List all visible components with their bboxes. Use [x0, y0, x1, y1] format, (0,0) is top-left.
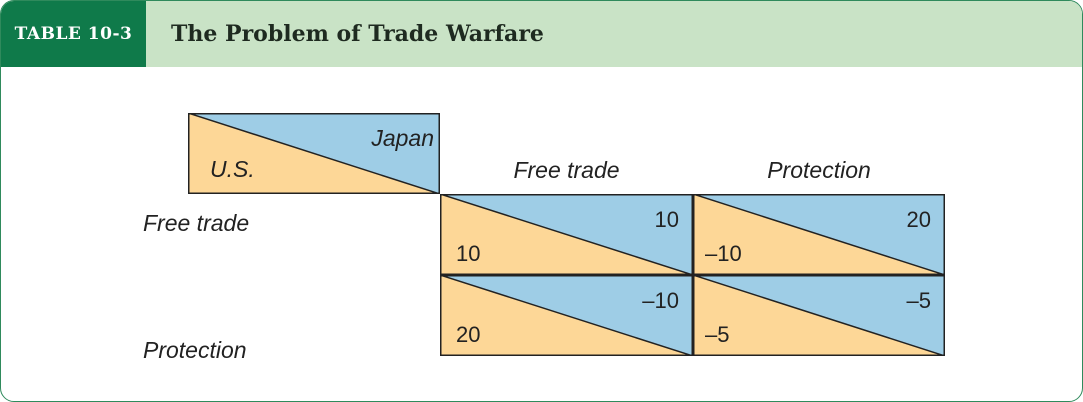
payoff-cell-shading	[693, 275, 945, 356]
payoff-cell-free-free: 10 10	[440, 194, 693, 275]
japan-payoff: –10	[642, 288, 679, 313]
us-payoff: 20	[456, 322, 481, 347]
japan-payoff: 10	[654, 207, 679, 232]
col-header-protection: Protection	[767, 157, 871, 183]
japan-payoff: 20	[906, 207, 931, 232]
payoff-cell-protection-protection: –5 –5	[693, 275, 945, 356]
payoff-cell-free-protection: 20 –10	[693, 194, 945, 275]
payoff-cell-shading	[440, 194, 693, 275]
corner-col-player: Japan	[371, 125, 434, 151]
payoff-cell-protection-free: –10 20	[440, 275, 693, 356]
table-number-tag: TABLE 10-3	[1, 1, 146, 67]
corner-cell-shading	[188, 113, 440, 194]
us-payoff: –10	[705, 241, 742, 266]
us-payoff: –5	[705, 322, 730, 347]
corner-row-player: U.S.	[210, 156, 255, 182]
row-header-protection: Protection	[143, 337, 247, 363]
japan-payoff: –5	[906, 288, 931, 313]
col-header-free-trade: Free trade	[513, 157, 620, 183]
table-header: TABLE 10-3 The Problem of Trade Warfare	[1, 1, 1082, 67]
row-header-free-trade: Free trade	[143, 210, 250, 236]
payoff-cell-shading	[440, 275, 693, 356]
us-payoff: 10	[456, 241, 481, 266]
corner-cell: Japan U.S.	[188, 113, 440, 194]
table-title: The Problem of Trade Warfare	[171, 21, 544, 47]
payoff-cell-shading	[693, 194, 945, 275]
